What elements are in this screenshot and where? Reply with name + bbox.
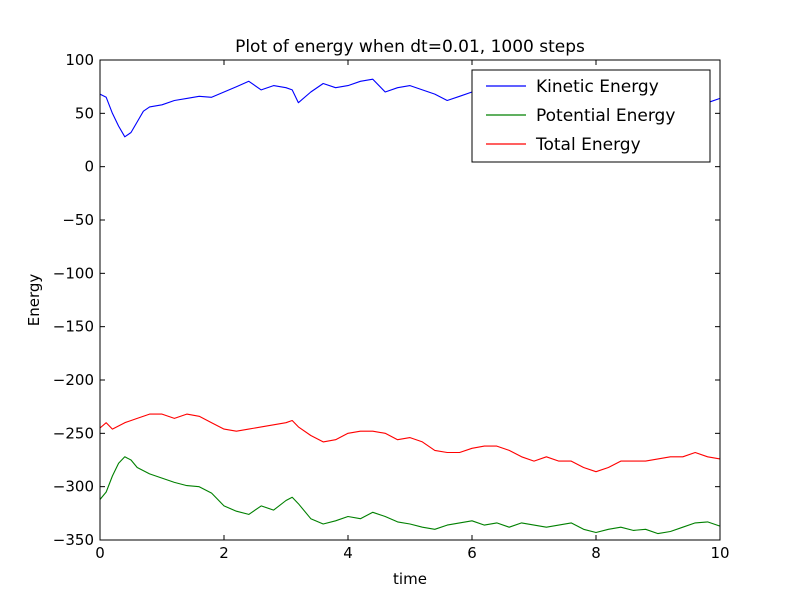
plot-frame [99,59,721,541]
x-tick-label: 8 [591,544,601,562]
y-tick-label: −150 [53,318,94,336]
y-axis-label: Energy [25,274,43,327]
x-axis-label: time [393,570,427,588]
x-tick-label: 4 [343,544,353,562]
y-tick-label: 50 [75,104,94,122]
y-tick-label: −300 [53,478,94,496]
chart-title: Plot of energy when dt=0.01, 1000 steps [235,37,585,57]
y-tick-label: −250 [53,424,94,442]
legend: Kinetic Energy Potential Energy Total Ener… [471,69,711,163]
y-tick-label: −50 [62,211,94,229]
x-tick-label: 6 [467,544,477,562]
y-tick-label: −350 [53,531,94,549]
series-line-potential-energy [99,456,721,535]
legend-label: Total Energy [535,135,641,155]
x-tick-label: 10 [710,544,729,562]
series-layer [99,78,721,535]
series-line-total-energy [99,413,721,473]
x-tick-label: 2 [219,544,229,562]
legend-entries: Kinetic Energy Potential Energy Total Ener… [486,77,675,155]
y-tick-label: −100 [53,264,94,282]
legend-label: Potential Energy [536,106,675,126]
y-tick-label: 100 [65,51,94,69]
y-tick-label: −200 [53,371,94,389]
x-tick-label: 0 [95,544,105,562]
series-line-kinetic-energy [99,78,721,138]
legend-label: Kinetic Energy [536,77,659,97]
y-tick-label: 0 [84,158,94,176]
legend-frame [471,69,711,163]
